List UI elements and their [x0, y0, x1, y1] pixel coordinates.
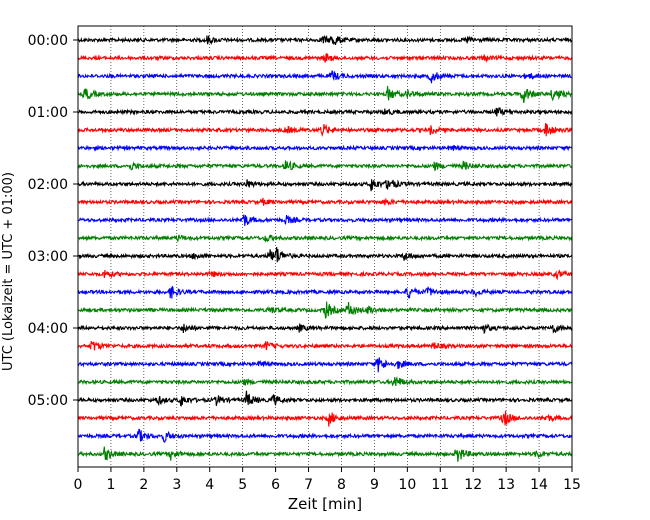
- x-tick-label: 11: [431, 477, 449, 493]
- trace-0145: [77, 160, 573, 171]
- trace-0530: [77, 428, 573, 444]
- trace-0400: [77, 323, 573, 335]
- x-tick-label: 2: [139, 477, 148, 493]
- trace-0515: [77, 410, 573, 427]
- trace-0445: [77, 375, 573, 387]
- trace-0045: [77, 85, 573, 104]
- trace-0215: [77, 197, 573, 206]
- x-tick-label: 4: [205, 477, 214, 493]
- y-tick-label: 00:00: [28, 33, 68, 49]
- y-axis-ticks: 00:00 01:00 02:00 03:00 04:00 05:00: [28, 33, 78, 409]
- x-tick-label: 9: [370, 477, 379, 493]
- y-tick-label: 01:00: [28, 105, 68, 121]
- y-axis-label: UTC (Lokalzeit = UTC + 01:00): [1, 172, 16, 371]
- plot-frame: [77, 25, 573, 468]
- trace-0130: [77, 144, 573, 152]
- x-tick-label: 14: [530, 477, 548, 493]
- trace-0245: [77, 234, 573, 243]
- x-tick-label: 13: [497, 477, 515, 493]
- y-tick-label: 03:00: [28, 249, 68, 265]
- trace-0030: [77, 70, 573, 84]
- x-tick-label: 0: [74, 477, 83, 493]
- x-tick-label: 5: [238, 477, 247, 493]
- trace-0200: [77, 179, 573, 192]
- seismic-traces: [77, 34, 573, 462]
- x-tick-label: 7: [304, 477, 313, 493]
- x-tick-label: 12: [464, 477, 482, 493]
- x-axis-ticks: 0 1 2 3 4 5 6 7 8 9 10 11 12 13 14 15: [74, 467, 581, 493]
- trace-0100: [77, 107, 573, 117]
- y-tick-label: 04:00: [28, 321, 68, 337]
- x-tick-label: 15: [563, 477, 581, 493]
- trace-0330: [77, 285, 573, 299]
- trace-0230: [77, 214, 573, 227]
- trace-0345: [77, 301, 573, 319]
- trace-0430: [77, 357, 573, 373]
- trace-0000: [77, 34, 573, 46]
- x-tick-label: 8: [337, 477, 346, 493]
- trace-0315: [77, 269, 573, 281]
- x-tick-label: 6: [271, 477, 280, 493]
- y-tick-label: 02:00: [28, 177, 68, 193]
- trace-0415: [77, 341, 573, 351]
- x-tick-label: 3: [172, 477, 181, 493]
- y-tick-label: 05:00: [28, 393, 68, 409]
- trace-0115: [77, 123, 573, 138]
- trace-0300: [77, 246, 573, 263]
- x-tick-label: 10: [398, 477, 416, 493]
- trace-0015: [77, 52, 573, 63]
- trace-0545: [77, 446, 573, 462]
- trace-0500: [77, 390, 573, 407]
- x-tick-label: 1: [106, 477, 115, 493]
- x-axis-label: Zeit [min]: [288, 495, 362, 513]
